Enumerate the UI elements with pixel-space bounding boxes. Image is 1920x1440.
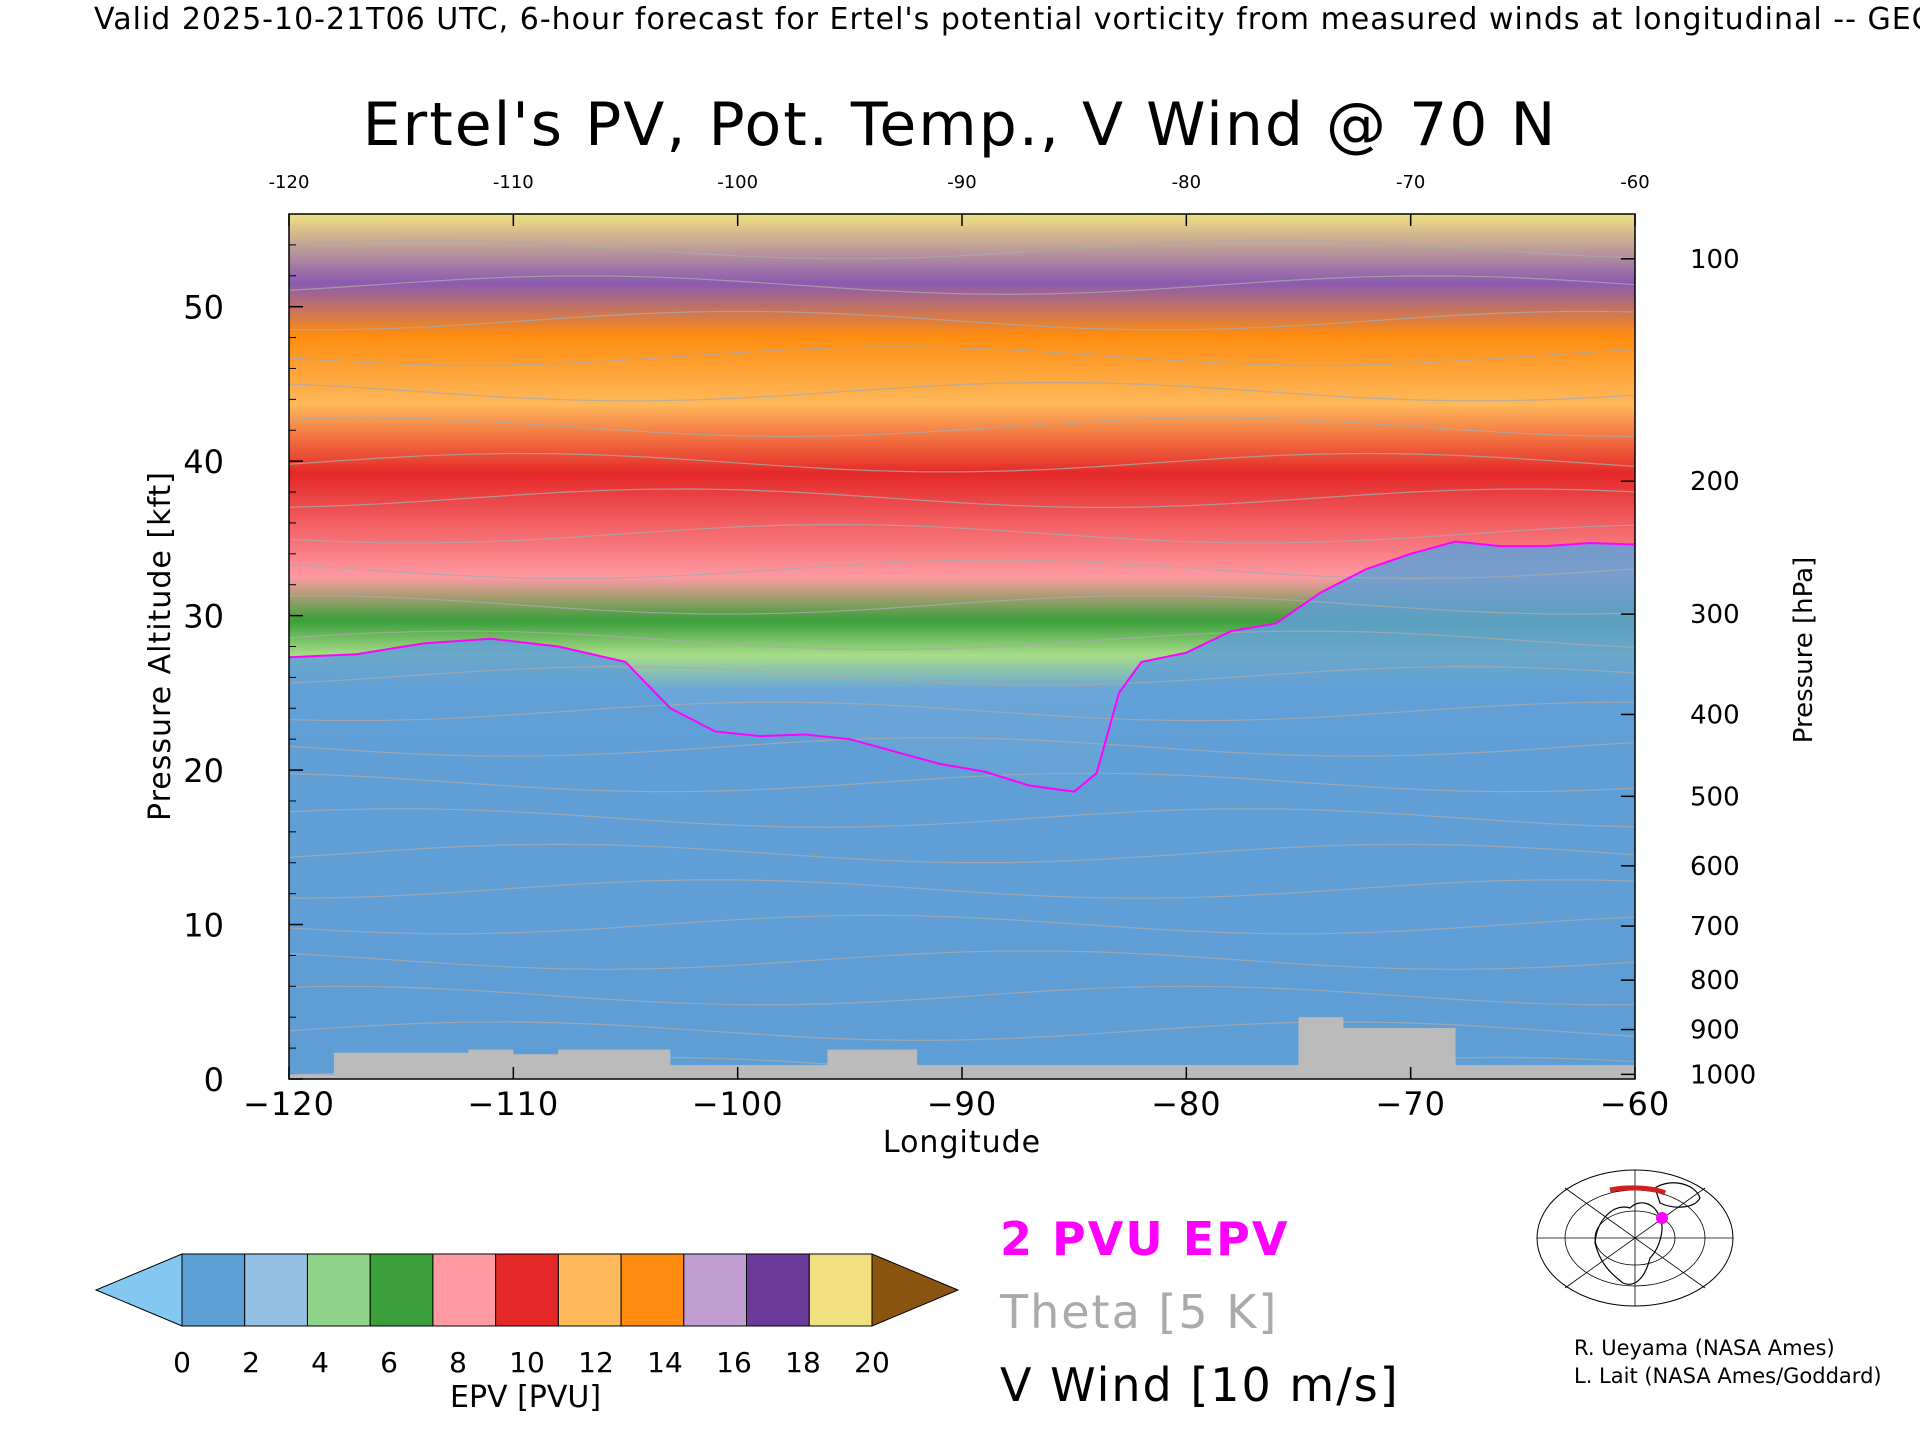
colorbar-swatch xyxy=(746,1253,810,1327)
top-tick-label: -60 xyxy=(1620,172,1649,193)
colorbar-tick-label: 20 xyxy=(854,1346,890,1379)
theta-contour xyxy=(289,346,1635,366)
colorbar-tick-label: 12 xyxy=(578,1346,614,1379)
pressure-tick-label: 500 xyxy=(1690,782,1740,812)
plot-area xyxy=(288,213,1636,1080)
terrain xyxy=(289,1017,1635,1079)
theta-contour xyxy=(289,772,1635,793)
theta-contour xyxy=(289,843,1635,864)
colorbar-swatch xyxy=(495,1253,559,1327)
theta-contour xyxy=(289,666,1635,686)
theta-contour xyxy=(289,950,1635,970)
theta-contour xyxy=(289,239,1635,260)
pressure-tick-label: 400 xyxy=(1690,700,1740,730)
credit-line: L. Lait (NASA Ames/Goddard) xyxy=(1574,1364,1882,1388)
theta-contour xyxy=(289,559,1635,580)
colorbar-swatch xyxy=(683,1253,748,1327)
epv-2pvu-contour xyxy=(289,540,1635,793)
theta-contour xyxy=(289,914,1635,935)
x-tick-label: −100 xyxy=(692,1085,784,1123)
theta-contour xyxy=(289,737,1635,757)
colorbar-swatch xyxy=(432,1253,497,1327)
theta-contour xyxy=(289,594,1635,615)
top-tick-label: -110 xyxy=(493,172,534,193)
colorbar-swatch xyxy=(181,1253,246,1327)
legend-epv: 2 PVU EPV xyxy=(1000,1212,1290,1266)
theta-contour xyxy=(289,701,1635,722)
y-tick-label: 50 xyxy=(183,289,224,327)
x-tick-label: −110 xyxy=(467,1085,559,1123)
y-axis-label: Pressure Altitude [kft] xyxy=(143,471,178,821)
theta-contour xyxy=(289,381,1635,402)
top-tick-label: -80 xyxy=(1172,172,1201,193)
colorbar-tick-label: 4 xyxy=(311,1346,329,1379)
top-tick-label: -90 xyxy=(947,172,976,193)
y-tick-label: 0 xyxy=(204,1061,224,1099)
pressure-tick-label: 200 xyxy=(1690,467,1740,497)
theta-contour xyxy=(289,417,1635,438)
x-tick-label: −70 xyxy=(1375,1085,1446,1123)
theta-contour xyxy=(289,1021,1635,1041)
chart-title: Ertel's PV, Pot. Temp., V Wind @ 70 N xyxy=(362,90,1558,160)
pressure-tick-label: 100 xyxy=(1690,245,1740,275)
y-tick-label: 20 xyxy=(183,752,224,790)
colorbar-swatch xyxy=(244,1253,308,1327)
x-tick-label: −120 xyxy=(243,1085,335,1123)
colorbar-tick-label: 18 xyxy=(785,1346,821,1379)
theta-contour xyxy=(289,310,1635,331)
credit-line: R. Ueyama (NASA Ames) xyxy=(1574,1336,1835,1360)
pressure-tick-label: 900 xyxy=(1690,1016,1740,1046)
theta-contour xyxy=(289,452,1635,473)
colorbar-swatch xyxy=(620,1253,685,1327)
colorbar-tick-label: 2 xyxy=(242,1346,260,1379)
colorbar: 0 2 4 6 8 10 12 14 16 18 20 xyxy=(94,1253,960,1379)
top-tick-label: -100 xyxy=(717,172,758,193)
y-tick-label: 10 xyxy=(183,907,224,945)
legend-theta: Theta [5 K] xyxy=(1000,1285,1279,1339)
colorbar-under-arrow xyxy=(94,1253,183,1327)
x-tick-label: −60 xyxy=(1600,1085,1671,1123)
y-axis-label-right: Pressure [hPa] xyxy=(1789,557,1819,744)
location-map xyxy=(1536,1169,1734,1307)
theta-contour xyxy=(289,275,1635,295)
theta-contour xyxy=(289,523,1635,544)
header-text: Valid 2025-10-21T06 UTC, 6-hour forecast… xyxy=(94,2,1920,37)
top-tick-label: -120 xyxy=(269,172,310,193)
troposphere-low-pv xyxy=(289,541,1635,1079)
colorbar-swatch xyxy=(306,1253,371,1327)
top-tick-label: -70 xyxy=(1396,172,1425,193)
pressure-tick-label: 1000 xyxy=(1690,1060,1756,1090)
colorbar-tick-label: 14 xyxy=(647,1346,683,1379)
x-tick-label: −80 xyxy=(1151,1085,1222,1123)
y-tick-label: 30 xyxy=(183,598,224,636)
location-marker xyxy=(1656,1212,1668,1224)
x-tick-label: −90 xyxy=(927,1085,998,1123)
theta-contour xyxy=(289,985,1635,1006)
colorbar-tick-label: 0 xyxy=(173,1346,191,1379)
colorbar-swatch xyxy=(557,1253,622,1327)
colorbar-label: EPV [PVU] xyxy=(450,1380,602,1415)
colorbar-over-arrow xyxy=(871,1253,960,1327)
colorbar-tick-label: 8 xyxy=(449,1346,467,1379)
legend-vwind: V Wind [10 m/s] xyxy=(1000,1358,1400,1412)
pressure-tick-label: 600 xyxy=(1690,852,1740,882)
pressure-tick-label: 800 xyxy=(1690,966,1740,996)
colorbar-swatch xyxy=(369,1253,434,1327)
pressure-tick-label: 700 xyxy=(1690,912,1740,942)
theta-contour xyxy=(289,808,1635,828)
colorbar-swatch xyxy=(808,1253,873,1327)
x-axis-label: Longitude xyxy=(883,1125,1041,1160)
y-tick-label: 40 xyxy=(183,443,224,481)
theta-contour xyxy=(289,630,1635,651)
theta-contour xyxy=(289,879,1635,899)
colorbar-tick-label: 16 xyxy=(716,1346,752,1379)
colorbar-tick-label: 10 xyxy=(509,1346,545,1379)
pressure-tick-label: 300 xyxy=(1690,600,1740,630)
theta-contour xyxy=(289,488,1635,509)
colorbar-tick-label: 6 xyxy=(380,1346,398,1379)
